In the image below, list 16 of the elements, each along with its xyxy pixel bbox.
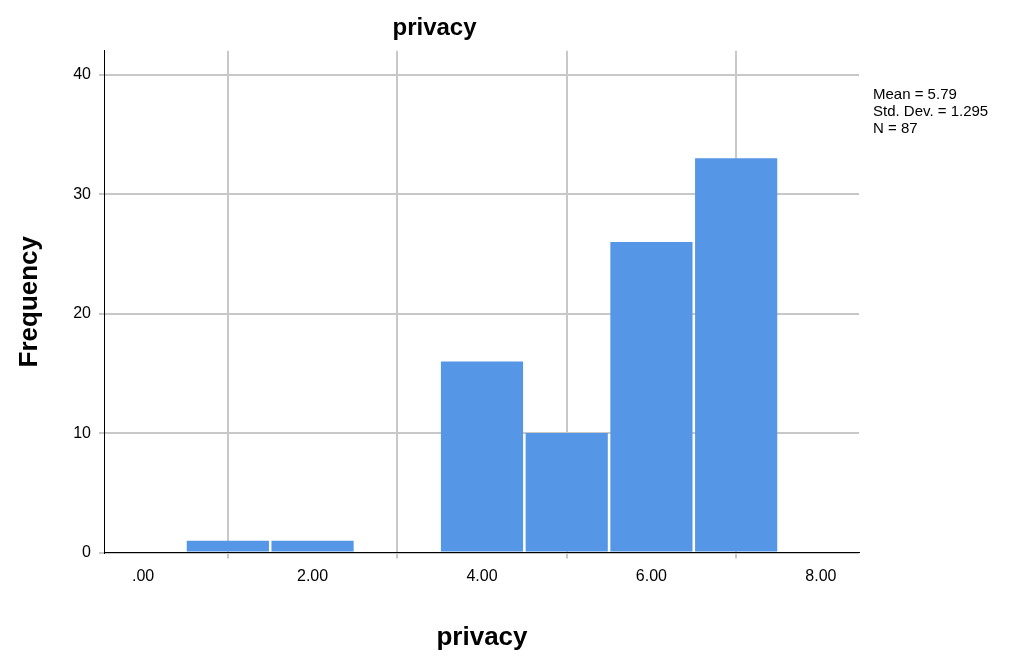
x-axis-title: privacy bbox=[436, 620, 529, 651]
text: Mean = 5.79 bbox=[873, 85, 957, 103]
x-tick-label: 6.00 bbox=[635, 566, 668, 584]
y-tick-label: 20 bbox=[73, 304, 92, 322]
y-tick-label: 10 bbox=[73, 423, 92, 441]
y-tick-label: 40 bbox=[73, 65, 92, 83]
x-tick-label: 4.00 bbox=[466, 566, 498, 584]
text: Std. Dev. = 1.295 bbox=[873, 102, 989, 120]
chart-title: privacy bbox=[392, 13, 478, 41]
y-axis-title: Frequency bbox=[12, 235, 43, 368]
y-tick-label: 0 bbox=[82, 543, 92, 561]
text: N = 87 bbox=[873, 119, 918, 137]
y-tick-label: 30 bbox=[73, 184, 92, 202]
x-tick-label: 2.00 bbox=[296, 566, 329, 584]
x-tick-label: 8.00 bbox=[805, 566, 837, 584]
x-tick-label: .00 bbox=[132, 566, 155, 584]
